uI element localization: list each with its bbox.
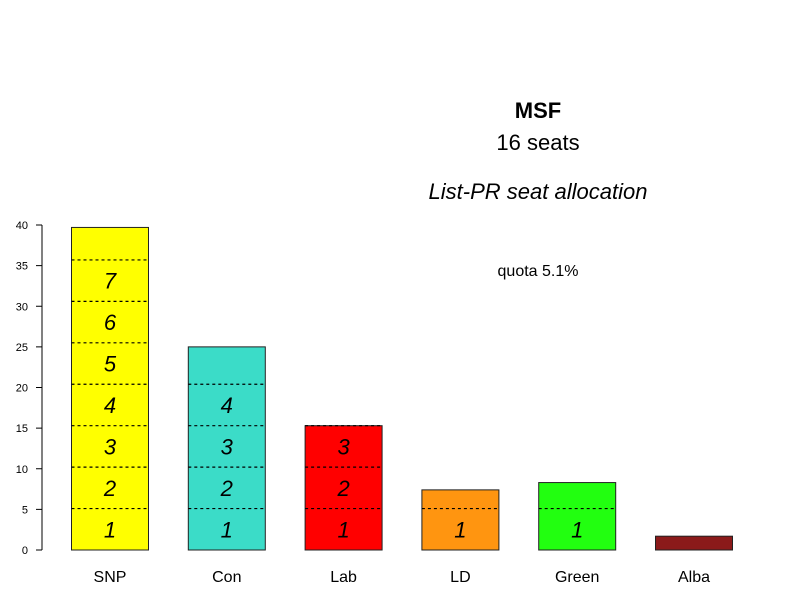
bar-ld [421, 489, 500, 551]
x-tick-label: Con [212, 569, 241, 586]
seat-number: 4 [221, 393, 233, 418]
seat-number: 3 [221, 434, 234, 459]
seat-number: 1 [337, 517, 349, 542]
seat-number: 1 [571, 517, 583, 542]
seat-number: 1 [221, 517, 233, 542]
chart-caption: List-PR seat allocation [428, 179, 648, 204]
seat-number: 3 [337, 434, 350, 459]
y-tick-label: 30 [16, 301, 28, 313]
y-tick-label: 0 [22, 545, 28, 557]
bar-alba [655, 535, 733, 551]
chart-title: MSF [514, 98, 562, 123]
bar-green [538, 482, 617, 551]
chart-subtitle: 16 seats [496, 130, 580, 155]
seat-number: 3 [104, 434, 117, 459]
y-tick-label: 20 [16, 383, 28, 395]
y-tick-label: 35 [16, 261, 28, 273]
seat-number: 6 [104, 310, 117, 335]
bar-con [187, 346, 266, 551]
bar-snp [71, 226, 149, 551]
seat-number: 2 [220, 476, 233, 501]
y-tick-label: 5 [22, 504, 28, 516]
seat-number: 5 [104, 352, 117, 377]
seat-number: 2 [103, 476, 116, 501]
y-tick-label: 40 [16, 220, 28, 232]
y-tick-label: 25 [16, 342, 28, 354]
quota-label: quota 5.1% [497, 263, 579, 280]
y-tick-label: 10 [16, 464, 28, 476]
seat-number: 1 [454, 517, 466, 542]
x-tick-label: SNP [94, 569, 127, 586]
x-tick-label: Lab [330, 569, 357, 586]
x-tick-label: Green [555, 569, 599, 586]
y-tick-label: 15 [16, 423, 28, 435]
seat-number: 4 [104, 393, 116, 418]
bar-lab [304, 425, 383, 551]
seat-number: 2 [336, 476, 349, 501]
x-tick-label: LD [450, 569, 470, 586]
seat-number: 7 [104, 269, 117, 294]
x-tick-label: Alba [678, 569, 710, 586]
seat-number: 1 [104, 517, 116, 542]
